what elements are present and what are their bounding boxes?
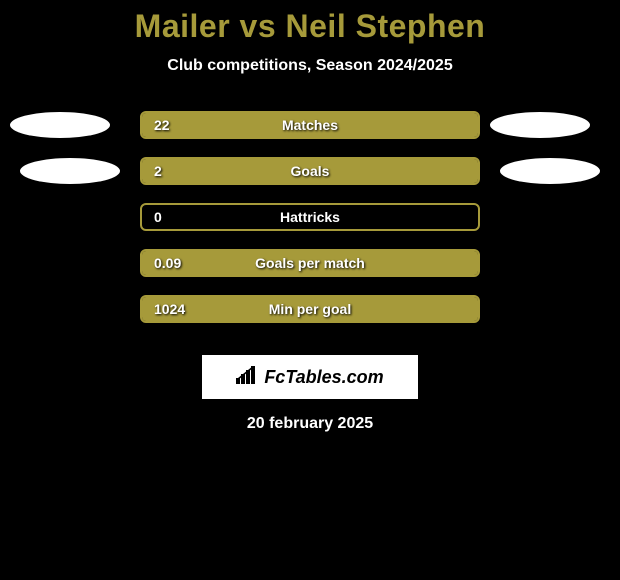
stat-value: 0 <box>142 209 232 225</box>
stat-label: Matches <box>232 117 478 133</box>
stat-bar: 2Goals <box>140 157 480 185</box>
ellipse-right <box>490 112 590 138</box>
stat-label: Min per goal <box>232 301 478 317</box>
stat-bar: 0Hattricks <box>140 203 480 231</box>
stat-bar: 22Matches <box>140 111 480 139</box>
stat-row: 22Matches <box>0 111 620 139</box>
stat-label: Goals per match <box>232 255 478 271</box>
date-text: 20 february 2025 <box>0 415 620 433</box>
stat-row: 0.09Goals per match <box>0 249 620 277</box>
stats-area: 22Matches 2Goals 0Hattricks 0.09Goals per m… <box>0 111 620 323</box>
stat-value: 1024 <box>142 301 232 317</box>
stat-row: 0Hattricks <box>0 203 620 231</box>
stat-bar: 1024Min per goal <box>140 295 480 323</box>
stat-value: 2 <box>142 163 232 179</box>
ellipse-left <box>20 158 120 184</box>
ellipse-right <box>500 158 600 184</box>
stat-row: 1024Min per goal <box>0 295 620 323</box>
stat-bar: 0.09Goals per match <box>140 249 480 277</box>
logo-box: FcTables.com <box>202 355 418 399</box>
stat-value: 22 <box>142 117 232 133</box>
chart-icon <box>236 366 258 389</box>
subtitle: Club competitions, Season 2024/2025 <box>0 57 620 75</box>
stat-value: 0.09 <box>142 255 232 271</box>
ellipse-left <box>10 112 110 138</box>
stat-label: Goals <box>232 163 478 179</box>
logo-text: FcTables.com <box>264 367 383 388</box>
stat-row: 2Goals <box>0 157 620 185</box>
page-title: Mailer vs Neil Stephen <box>0 8 620 45</box>
stat-label: Hattricks <box>232 209 478 225</box>
